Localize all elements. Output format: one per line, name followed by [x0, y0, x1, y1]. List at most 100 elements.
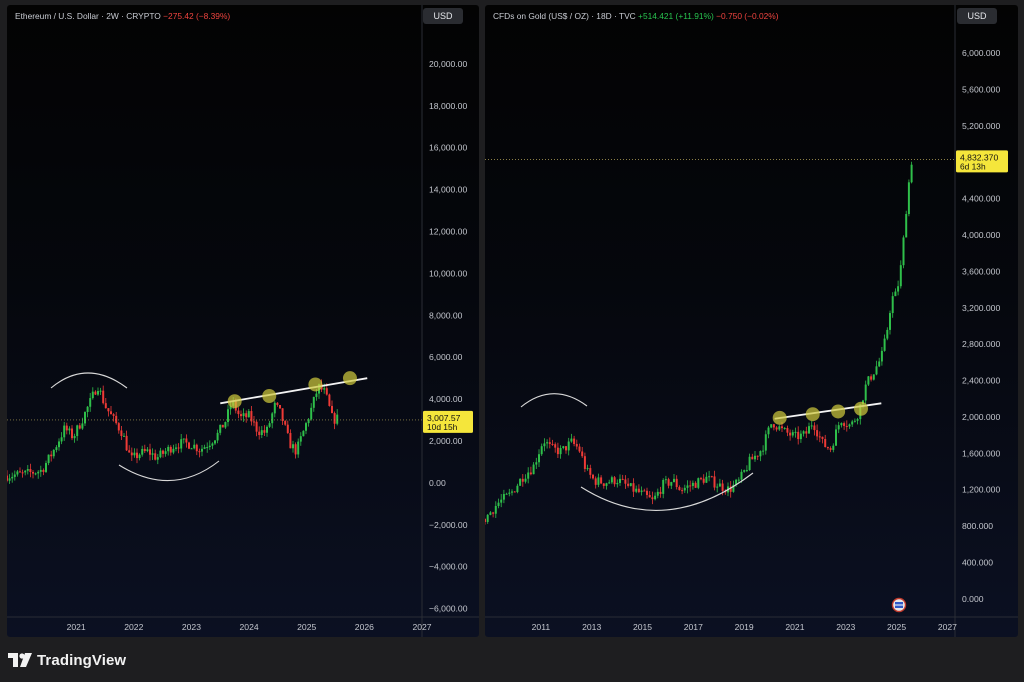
gold-candle-body-26 [554, 444, 557, 448]
eth-candle-body-71 [190, 448, 193, 450]
eth-candle-body-53 [143, 448, 146, 452]
gold-candle-109 [778, 424, 781, 431]
gold-candle-body-8 [505, 493, 508, 495]
eth-candle-104 [276, 402, 279, 407]
gold-candle-10 [511, 489, 513, 496]
gold-candle-body-152 [894, 291, 897, 297]
eth-candle-body-118 [312, 396, 315, 408]
eth-candle-7 [24, 470, 27, 476]
gold-chart-canvas[interactable]: 6,000.000 5,600.000 5,200.000 4,400.000 4,00… [485, 5, 1018, 637]
eth-candle-body-112 [297, 441, 300, 455]
gold-candle-66 [662, 478, 665, 499]
eth-candle-74 [198, 448, 201, 458]
gold-candle-157 [907, 179, 910, 217]
eth-candle-body-109 [289, 432, 292, 449]
eth-candle-118 [312, 396, 315, 412]
gold-candle-98 [748, 453, 751, 471]
gold-candle-body-124 [818, 436, 821, 438]
eth-y-tick-13: −6,000.00 [429, 604, 468, 614]
eth-candle-body-20 [58, 441, 60, 448]
gold-candle-body-34 [575, 444, 578, 447]
gold-x-tick-0: 2011 [532, 622, 551, 632]
eth-candle-body-91 [242, 413, 245, 417]
gold-candle-body-10 [511, 491, 513, 493]
eth-candle-72 [193, 439, 196, 450]
gold-chart-panel[interactable]: 6,000.000 5,600.000 5,200.000 4,400.000 4,00… [485, 5, 1018, 637]
gold-candle-83 [708, 470, 711, 482]
gold-candle-144 [872, 374, 875, 381]
eth-candle-body-28 [78, 425, 81, 429]
eth-chart-canvas[interactable]: 20,000.00 18,000.00 16,000.00 14,000.00 12,0… [7, 5, 479, 637]
eth-candle-81 [216, 429, 219, 444]
gold-candle-1 [486, 514, 489, 524]
eth-candle-84 [224, 421, 227, 429]
eth-candle-67 [180, 433, 183, 453]
gold-candle-120 [808, 422, 810, 434]
gold-candle-127 [826, 446, 829, 450]
gold-candle-9 [508, 488, 511, 497]
eth-candle-body-111 [294, 444, 297, 455]
eth-candle-body-100 [266, 426, 268, 433]
eth-candle-body-114 [302, 430, 305, 437]
eth-candle-body-127 [336, 414, 339, 424]
gold-candle-body-125 [821, 436, 824, 439]
eth-candle-95 [253, 415, 255, 427]
eth-candle-body-49 [133, 452, 136, 456]
gold-candle-body-94 [737, 479, 740, 481]
eth-candle-28 [78, 423, 81, 430]
eth-currency-button[interactable]: USD [423, 8, 463, 24]
gold-candle-125 [821, 436, 824, 444]
eth-candle-106 [281, 408, 284, 425]
gold-event-flag-icon [891, 597, 907, 613]
gold-candle-81 [702, 474, 705, 485]
gold-candle-body-97 [745, 470, 748, 472]
tradingview-logo[interactable]: TradingView [8, 650, 126, 670]
gold-candle-body-74 [683, 487, 686, 491]
eth-candle-48 [130, 447, 133, 461]
eth-candle-36 [99, 387, 102, 395]
gold-price-label-countdown: 6d 13h [960, 161, 986, 171]
gold-candle-body-55 [632, 483, 635, 492]
eth-candle-body-15 [45, 463, 47, 472]
eth-candle-98 [260, 426, 263, 439]
eth-touch-point-3 [342, 371, 357, 386]
eth-candle-127 [336, 409, 339, 426]
gold-candle-body-118 [802, 431, 805, 434]
gold-candle-body-3 [492, 512, 495, 514]
eth-resistance-line [220, 377, 368, 405]
gold-candle-body-122 [813, 425, 816, 431]
gold-candle-112 [786, 425, 789, 437]
eth-chart-panel[interactable]: 20,000.00 18,000.00 16,000.00 14,000.00 12,0… [7, 5, 479, 637]
gold-symbol-label: CFDs on Gold (US$ / OZ) · 18D · TVC [493, 11, 636, 21]
gold-candle-38 [586, 464, 589, 471]
gold-candle-54 [629, 482, 632, 487]
gold-candle-130 [835, 424, 837, 446]
gold-candle-0 [485, 518, 486, 525]
gold-currency-button[interactable]: USD [957, 8, 997, 24]
gold-candle-23 [546, 439, 549, 449]
gold-candle-104 [764, 430, 767, 455]
gold-candle-body-123 [816, 430, 819, 437]
gold-candle-body-153 [897, 286, 900, 292]
gold-candle-41 [594, 476, 597, 489]
eth-price-label-countdown: 10d 15h [427, 422, 458, 432]
gold-candle-142 [867, 376, 870, 386]
eth-candle-body-101 [268, 423, 271, 427]
gold-candle-body-35 [578, 446, 581, 452]
gold-candle-8 [505, 492, 508, 495]
eth-touch-point-1 [262, 388, 277, 403]
gold-candle-131 [837, 421, 840, 434]
gold-candle-body-113 [789, 432, 792, 436]
gold-candle-body-54 [629, 483, 632, 486]
eth-y-tick-8: 4,000.00 [429, 394, 463, 404]
gold-candle-body-93 [735, 479, 738, 485]
gold-candle-body-104 [764, 434, 767, 451]
gold-candle-80 [700, 476, 702, 481]
eth-candle-body-102 [271, 413, 274, 424]
gold-candle-22 [543, 438, 546, 452]
eth-candle-body-78 [208, 445, 211, 448]
gold-candle-43 [600, 475, 603, 485]
gold-candle-body-88 [721, 483, 724, 491]
eth-candle-body-69 [185, 438, 188, 443]
